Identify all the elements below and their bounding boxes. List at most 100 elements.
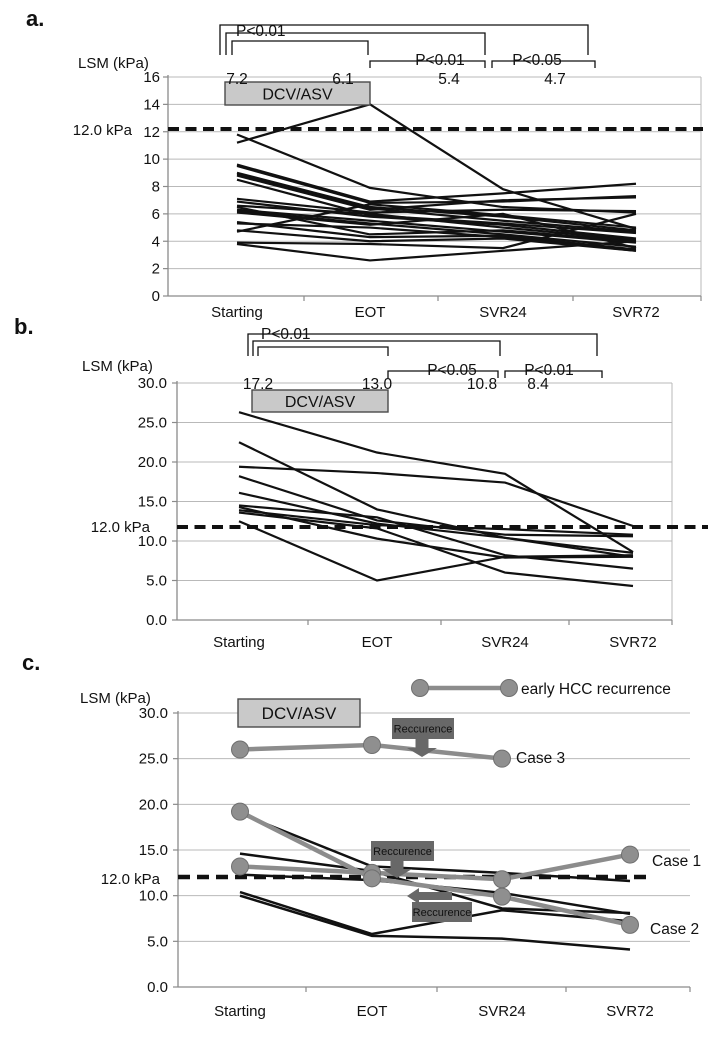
p-value-label: P<0.01 — [261, 326, 311, 343]
case-marker — [231, 857, 249, 876]
y-tick-label: 20.0 — [138, 454, 167, 471]
mean-value-label: 6.1 — [332, 71, 354, 88]
p-value-label: P<0.05 — [427, 362, 477, 379]
x-tick-label: EOT — [357, 1003, 388, 1020]
threshold-label: 12.0 kPa — [101, 871, 161, 888]
patient-line — [236, 173, 637, 233]
recurrence-annotation-box — [371, 841, 434, 861]
patient-line — [238, 465, 634, 528]
case-label: Case 1 — [652, 853, 701, 870]
significance-bracket — [387, 370, 499, 378]
patient-line — [238, 504, 634, 570]
patient-line — [239, 812, 631, 883]
y-tick-label: 4 — [152, 233, 160, 250]
y-tick-label: 8 — [152, 179, 160, 196]
legend-label: early HCC recurrence — [521, 681, 671, 698]
panel-letter: b. — [14, 314, 34, 339]
patient-line — [236, 163, 637, 203]
recurrence-annotation-label: Reccurence — [394, 724, 453, 736]
threshold-label: 12.0 kPa — [91, 519, 151, 536]
threshold-label: 12.0 kPa — [73, 122, 133, 139]
panel-letter: c. — [22, 650, 40, 675]
patient-line — [236, 203, 637, 233]
x-tick-label: SVR72 — [612, 304, 660, 321]
case-line — [238, 809, 631, 928]
panel-a: DCV/ASV P<0.01 P<0.01 P<0.05 7.2 6.1 5.4 4.7 a. L… — [26, 6, 703, 321]
mean-value-label: 17.2 — [243, 376, 273, 393]
x-tick-label: EOT — [355, 304, 386, 321]
patient-line — [238, 511, 634, 588]
y-tick-label: 2 — [152, 261, 160, 278]
p-value-label: P<0.01 — [236, 23, 286, 40]
y-tick-label: 25.0 — [139, 751, 168, 768]
p-value-label: P<0.05 — [512, 52, 562, 69]
patient-line — [236, 103, 637, 230]
x-tick-label: SVR24 — [481, 634, 529, 651]
y-tick-label: 30.0 — [139, 705, 168, 722]
significance-bracket — [504, 370, 603, 378]
case-line — [239, 852, 631, 882]
case-marker — [363, 735, 381, 754]
case-marker — [493, 749, 511, 768]
case-marker — [363, 869, 381, 888]
mean-value-label: 5.4 — [438, 71, 460, 88]
patient-line — [236, 240, 637, 262]
significance-bracket — [247, 333, 598, 356]
y-tick-label: 15.0 — [138, 494, 167, 511]
x-tick-label: Starting — [213, 634, 265, 651]
patient-line — [238, 491, 634, 554]
case-marker — [621, 845, 639, 864]
patient-line — [238, 505, 634, 559]
patient-line — [238, 441, 634, 558]
treatment-box-label: DCV/ASV — [285, 394, 356, 411]
x-tick-label: SVR72 — [606, 1003, 654, 1020]
mean-value-label: 8.4 — [527, 376, 549, 393]
significance-bracket — [252, 340, 501, 356]
y-tick-label: 5.0 — [147, 933, 168, 950]
case-marker — [493, 870, 511, 889]
treatment-box — [251, 389, 389, 413]
x-tick-label: SVR24 — [479, 304, 527, 321]
recurrence-annotation-label: Reccurence — [413, 907, 472, 919]
recurrence-arrow-down — [382, 861, 412, 878]
mean-value-label: 13.0 — [362, 376, 393, 393]
y-axis-title: LSM (kPa) — [80, 690, 151, 707]
panel-c: DCV/ASV Reccurence Reccurence Reccurence c. L… — [22, 650, 701, 1020]
mean-value-label: 7.2 — [226, 71, 248, 88]
p-value-label: P<0.01 — [415, 52, 465, 69]
patient-line — [238, 520, 634, 582]
recurrence-arrow-down — [407, 739, 437, 757]
x-tick-label: Starting — [214, 1003, 266, 1020]
y-tick-label: 10 — [143, 151, 160, 168]
significance-bracket — [219, 24, 589, 55]
significance-bracket — [231, 40, 369, 55]
x-tick-label: EOT — [362, 634, 393, 651]
x-tick-label: Starting — [211, 304, 263, 321]
patient-line — [236, 229, 637, 252]
recurrence-arrow-left — [407, 888, 452, 904]
significance-bracket — [369, 60, 486, 68]
panel-letter: a. — [26, 6, 44, 31]
x-tick-label: SVR24 — [478, 1003, 526, 1020]
mean-value-label: 10.8 — [467, 376, 497, 393]
legend-marker — [500, 679, 518, 697]
y-tick-label: 6 — [152, 206, 160, 223]
significance-bracket — [491, 60, 596, 68]
y-tick-label: 0.0 — [147, 979, 168, 996]
y-tick-label: 14 — [143, 96, 160, 113]
significance-bracket — [257, 346, 389, 356]
case-marker — [231, 802, 249, 821]
panel-b: DCV/ASV P<0.01 P<0.05 P<0.01 17.2 13.0 10.8 8.4… — [14, 314, 708, 651]
treatment-box — [224, 81, 371, 106]
recurrence-annotation-label: Reccurence — [373, 846, 432, 858]
recurrence-annotation-box — [392, 718, 454, 739]
patient-line — [236, 174, 637, 211]
patient-line — [239, 890, 631, 936]
patient-line — [238, 509, 634, 536]
y-axis-title: LSM (kPa) — [82, 358, 153, 375]
patient-line — [239, 894, 631, 951]
y-tick-label: 25.0 — [138, 415, 167, 432]
legend-marker — [411, 679, 429, 697]
